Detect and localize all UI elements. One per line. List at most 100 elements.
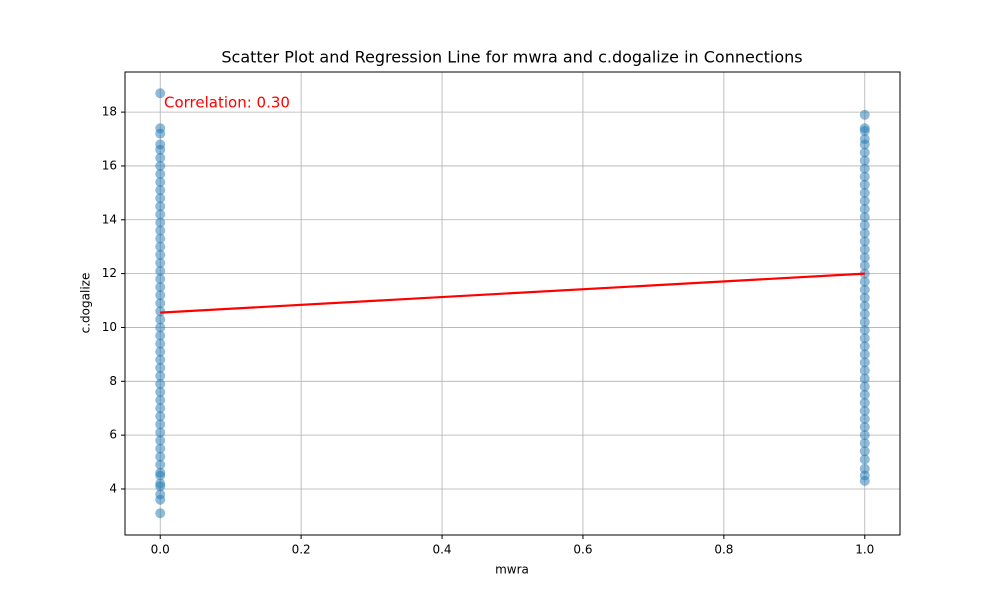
scatter-point (155, 330, 166, 341)
scatter-point (155, 362, 166, 373)
scatter-point (155, 201, 166, 212)
scatter-point (155, 395, 166, 406)
scatter-point (155, 435, 166, 446)
scatter-point (859, 252, 870, 263)
scatter-point (859, 405, 870, 416)
x-tick-label: 0.4 (432, 543, 451, 557)
scatter-point (859, 244, 870, 255)
scatter-point (155, 411, 166, 422)
scatter-point (155, 282, 166, 293)
scatter-point (155, 370, 166, 381)
annotation: Correlation: 0.30 (164, 94, 290, 112)
scatter-point (859, 300, 870, 311)
scatter-point (155, 314, 166, 325)
scatter-point (155, 139, 166, 150)
scatter-point (155, 209, 166, 220)
scatter-point (859, 171, 870, 182)
scatter-point (155, 443, 166, 454)
scatter-point (155, 274, 166, 285)
scatter-point (859, 349, 870, 360)
scatter-point (859, 317, 870, 328)
scatter-point (859, 397, 870, 408)
scatter-point (859, 413, 870, 424)
scatter-point (859, 325, 870, 336)
scatter-point (155, 193, 166, 204)
scatter-point (155, 387, 166, 398)
scatter-point (155, 290, 166, 301)
scatter-point (155, 427, 166, 438)
scatter-point (859, 179, 870, 190)
scatter-point (155, 123, 166, 134)
scatter-point (859, 155, 870, 166)
scatter-point (155, 451, 166, 462)
scatter-point (155, 225, 166, 236)
scatter-point (859, 341, 870, 352)
x-tick-label: 0.6 (573, 543, 592, 557)
scatter-point (155, 478, 166, 489)
regression-line (160, 272, 865, 314)
scatter-point (155, 169, 166, 180)
scatter-point (859, 276, 870, 287)
scatter-point (859, 292, 870, 303)
scatter-point (155, 233, 166, 244)
x-axis-label: mwra (495, 563, 529, 577)
x-tick-label: 1.0 (855, 543, 874, 557)
scatter-point (859, 163, 870, 174)
y-tick-label: 4 (109, 481, 117, 495)
scatter-point (859, 389, 870, 400)
scatter-point (859, 212, 870, 223)
scatter-point (155, 467, 166, 478)
scatter-point (155, 265, 166, 276)
scatter-point (859, 109, 870, 120)
scatter-point (859, 422, 870, 433)
plot-frame (124, 71, 901, 536)
scatter-point (155, 354, 166, 365)
scatter-point (859, 187, 870, 198)
scatter-point (155, 160, 166, 171)
scatter-point (155, 459, 166, 470)
x-tick-label: 0.8 (714, 543, 733, 557)
scatter-point (859, 195, 870, 206)
scatter-point (859, 204, 870, 215)
scatter-point (155, 217, 166, 228)
scatter-point (859, 134, 870, 145)
scatter-point (155, 322, 166, 333)
scatter-point (859, 357, 870, 368)
scatter-point (859, 454, 870, 465)
y-tick-label: 6 (109, 428, 117, 442)
scatter-point (859, 430, 870, 441)
scatter-point (859, 333, 870, 344)
scatter-point (155, 88, 166, 99)
scatter-point (155, 306, 166, 317)
scatter-point (155, 257, 166, 268)
scatter-point (859, 463, 870, 474)
scatter-point (859, 308, 870, 319)
scatter-point (155, 378, 166, 389)
y-axis-label: c.dogalize (79, 273, 93, 334)
scatter-point (155, 338, 166, 349)
scatter-point (155, 177, 166, 188)
scatter-point (859, 220, 870, 231)
scatter-point (155, 403, 166, 414)
scatter-point (155, 346, 166, 357)
scatter-point (859, 123, 870, 134)
scatter-point (859, 284, 870, 295)
scatter-point (155, 508, 166, 519)
scatter-point (155, 152, 166, 163)
scatter-point (155, 298, 166, 309)
scatter-point (155, 489, 166, 500)
y-tick-label: 8 (109, 374, 117, 388)
y-tick-label: 14 (102, 212, 117, 226)
y-tick-label: 12 (102, 266, 117, 280)
scatter-point (155, 241, 166, 252)
scatter-point (859, 373, 870, 384)
scatter-point (859, 228, 870, 239)
y-tick-label: 18 (102, 105, 117, 119)
chart-title: Scatter Plot and Regression Line for mwr… (221, 48, 802, 67)
scatter-point (859, 381, 870, 392)
scatter-point (155, 249, 166, 260)
x-tick-label: 0.0 (151, 543, 170, 557)
scatter-point (859, 147, 870, 158)
